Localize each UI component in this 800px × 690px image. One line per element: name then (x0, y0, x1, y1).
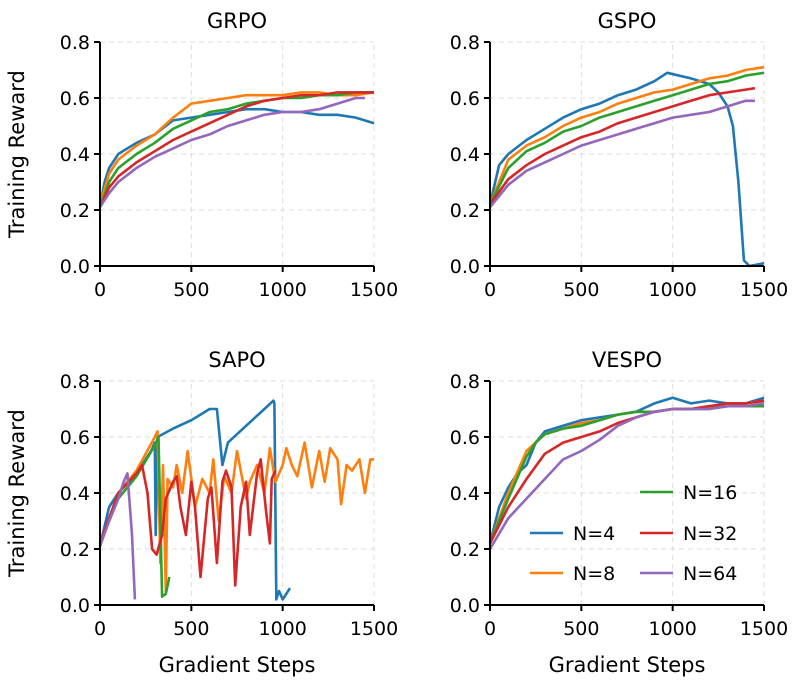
legend-label: N=8 (573, 563, 615, 585)
y-tick-label: 0.6 (60, 88, 90, 110)
x-axis-label: Gradient Steps (159, 653, 316, 677)
y-tick-label: 0.0 (60, 595, 90, 617)
y-tick-label: 0.2 (60, 539, 90, 561)
legend-entry-n64: N=64 (640, 563, 737, 585)
series-line-n64 (98, 96, 365, 208)
subplot-title: VESPO (592, 348, 662, 372)
subplot-vespo: 0 500 1000 1500 0.0 0.2 0.4 0.6 0.8 VESPO Gradient… (450, 348, 788, 677)
x-tick-label: 1000 (258, 279, 306, 301)
y-tick-label: 0.0 (60, 256, 90, 278)
subplot-gspo: 0 500 1000 1500 0.0 0.2 0.4 0.6 0.8 GSPO (450, 9, 788, 301)
y-tick-label: 0.2 (450, 539, 480, 561)
legend-label: N=64 (683, 563, 737, 585)
x-tick-label: 1000 (648, 618, 696, 640)
legend-label: N=32 (683, 523, 737, 545)
x-tick-label: 1500 (350, 279, 398, 301)
x-tick-label: 0 (484, 618, 496, 640)
y-tick-label: 0.6 (450, 88, 480, 110)
subplot-title: SAPO (208, 348, 265, 372)
series-line-n8 (488, 65, 765, 205)
x-axis-label: Gradient Steps (549, 653, 706, 677)
x-tick-label: 500 (563, 279, 599, 301)
series-line-n64 (488, 99, 755, 209)
y-axis-label: Training Reward (5, 70, 29, 239)
x-tick-label: 1500 (350, 618, 398, 640)
y-tick-label: 0.4 (60, 483, 90, 505)
y-axis-label: Training Reward (5, 409, 29, 578)
x-tick-label: 1500 (740, 618, 788, 640)
subplot-title: GRPO (207, 9, 267, 33)
series-line-n32 (98, 91, 374, 208)
series-line-n4 (488, 71, 765, 268)
y-tick-label: 0.8 (60, 32, 90, 54)
x-tick-label: 500 (173, 618, 209, 640)
subplot-grpo: 0 500 1000 1500 0.0 0.2 0.4 0.6 0.8 GRPO Training … (5, 9, 398, 301)
y-tick-label: 0.2 (60, 200, 90, 222)
legend-entry-n16: N=16 (640, 482, 737, 504)
y-tick-label: 0.8 (450, 371, 480, 393)
y-tick-label: 0.0 (450, 256, 480, 278)
legend-entry-n32: N=32 (640, 523, 737, 545)
series-line-n16 (98, 435, 171, 598)
series-line-n64 (98, 472, 137, 600)
y-tick-label: 0.6 (450, 427, 480, 449)
x-tick-label: 500 (173, 279, 209, 301)
series-line-n16 (488, 71, 765, 205)
x-tick-label: 1000 (258, 618, 306, 640)
y-tick-label: 0.4 (450, 483, 480, 505)
y-tick-label: 0.4 (450, 144, 480, 166)
x-tick-label: 500 (563, 618, 599, 640)
legend-entry-n4: N=4 (530, 523, 615, 545)
y-tick-label: 0.4 (60, 144, 90, 166)
series-line-n64 (488, 402, 765, 550)
legend: N=4 N=8 N=16 N=32 N=64 (530, 482, 737, 585)
y-tick-label: 0.0 (450, 595, 480, 617)
subplot-sapo: 0 500 1000 1500 0.0 0.2 0.4 0.6 0.8 SAPO Gradient … (5, 348, 398, 677)
y-tick-label: 0.8 (60, 371, 90, 393)
series-line-n32 (98, 458, 277, 587)
legend-entry-n8: N=8 (530, 563, 615, 585)
y-tick-label: 0.6 (60, 427, 90, 449)
x-tick-label: 0 (484, 279, 496, 301)
y-tick-label: 0.2 (450, 200, 480, 222)
x-tick-label: 0 (94, 279, 106, 301)
legend-label: N=16 (683, 482, 737, 504)
subplot-title: GSPO (598, 9, 657, 33)
x-tick-label: 1000 (648, 279, 696, 301)
series-line-n32 (488, 86, 756, 206)
series-line-n4 (98, 107, 375, 208)
x-tick-label: 0 (94, 618, 106, 640)
y-tick-label: 0.8 (450, 32, 480, 54)
x-tick-label: 1500 (740, 279, 788, 301)
legend-label: N=4 (573, 523, 615, 545)
